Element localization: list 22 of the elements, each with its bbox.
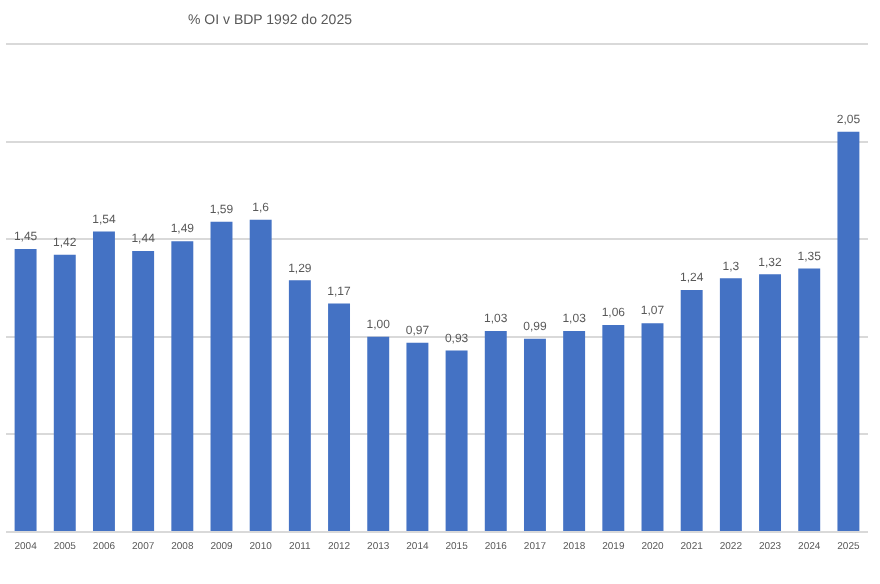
bar	[406, 342, 429, 531]
bar	[445, 350, 468, 531]
bar	[837, 131, 860, 531]
bar	[641, 323, 664, 531]
bar	[53, 254, 76, 531]
bar	[798, 268, 821, 531]
bar	[288, 280, 311, 531]
bar	[92, 231, 115, 531]
bar	[719, 278, 742, 531]
bar	[602, 325, 625, 531]
bar	[132, 250, 155, 531]
bar	[680, 289, 703, 531]
bar	[523, 338, 546, 531]
bar	[210, 221, 233, 531]
bar	[328, 303, 351, 531]
bar	[14, 248, 37, 531]
bar	[249, 219, 272, 531]
bar	[367, 336, 390, 531]
bar	[171, 241, 194, 531]
bar	[484, 330, 507, 531]
bar	[759, 274, 782, 531]
bar	[563, 330, 586, 531]
